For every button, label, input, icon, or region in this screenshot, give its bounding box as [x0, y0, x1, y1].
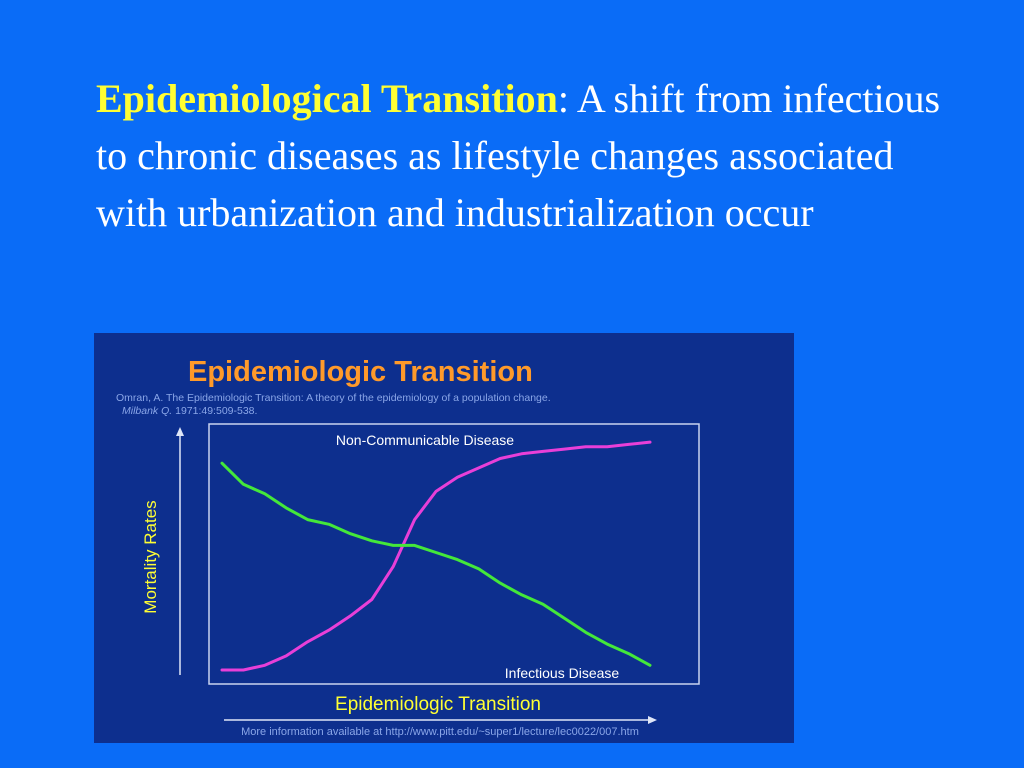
label-non-communicable: Non-Communicable Disease	[336, 432, 514, 448]
x-axis-label: Epidemiologic Transition	[335, 694, 541, 715]
label-infectious: Infectious Disease	[505, 665, 620, 681]
term-heading: Epidemiological Transition	[96, 76, 558, 121]
term-separator: :	[557, 76, 570, 121]
series-line-infectious	[220, 461, 652, 667]
y-axis-arrowhead	[176, 427, 184, 436]
chart-title: Epidemiologic Transition	[188, 356, 533, 388]
chart-figure: Epidemiologic Transition Omran, A. The E…	[94, 333, 794, 743]
citation-journal: Milbank Q.	[122, 405, 172, 417]
citation-volume: 1971:49:509-538.	[172, 405, 257, 417]
plot-frame	[208, 423, 700, 685]
definition-text: A shift from infectious to chronic disea…	[96, 76, 941, 235]
y-axis-label: Mortality Rates	[141, 500, 160, 613]
chart-svg: Epidemiologic Transition Omran, A. The E…	[116, 356, 700, 738]
citation-details: Milbank Q. 1971:49:509-538.	[122, 405, 257, 417]
footer-url: More information available at http://www…	[241, 726, 639, 738]
x-axis-arrowhead	[648, 716, 657, 724]
series-line-non-communicable	[220, 440, 652, 672]
citation-line: Omran, A. The Epidemiologic Transition: …	[116, 392, 551, 404]
slide-text: Epidemiological Transition: A shift from…	[96, 70, 956, 241]
